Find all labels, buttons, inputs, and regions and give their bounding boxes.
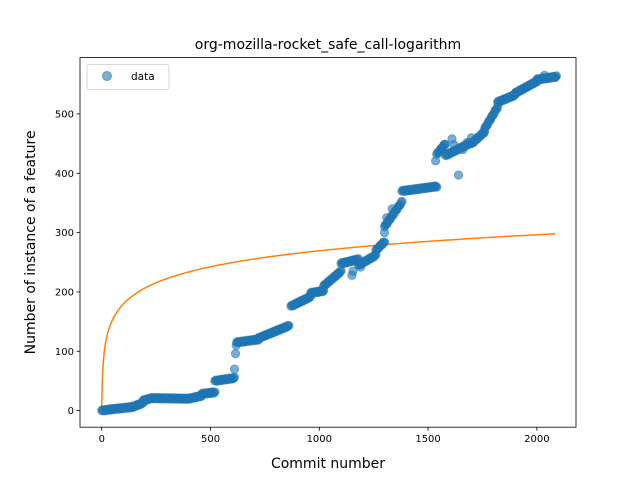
y-tick-label-1: 100	[55, 347, 74, 358]
data-point	[231, 340, 241, 350]
data-point	[458, 144, 468, 155]
data-point	[379, 237, 390, 247]
fit-curve-layer	[101, 233, 556, 411]
data-point	[550, 72, 560, 82]
y-axis-label: Number of instance of a feature	[23, 130, 39, 354]
y-axis: 0 100 200 300 400 500	[55, 109, 80, 417]
x-tick-label-0: 0	[99, 434, 105, 445]
data-point	[453, 170, 464, 180]
data-point	[356, 262, 366, 272]
data-point	[229, 372, 240, 382]
x-tick-label-1: 500	[201, 434, 220, 445]
data-point	[230, 349, 241, 359]
y-tick-label-4: 400	[55, 169, 74, 180]
data-point	[210, 387, 220, 397]
x-tick-label-2: 1000	[307, 434, 332, 445]
x-tick-label-4: 2000	[524, 434, 549, 445]
y-tick-label-0: 0	[68, 406, 74, 417]
chart-title: org-mozilla-rocket_safe_call-logarithm	[195, 37, 461, 53]
data-point	[348, 266, 358, 276]
data-point	[397, 196, 407, 206]
data-points-layer	[97, 70, 562, 416]
data-point	[382, 213, 392, 223]
data-point	[435, 146, 445, 156]
data-point	[466, 133, 477, 143]
data-point	[284, 321, 294, 331]
legend: data	[86, 64, 170, 90]
x-axis-label: Commit number	[271, 456, 385, 472]
y-tick-label-2: 200	[55, 287, 74, 298]
data-point	[432, 182, 442, 192]
legend-box	[86, 64, 170, 90]
fit-curve	[101, 233, 556, 411]
data-point	[431, 156, 441, 166]
plot-area	[80, 57, 576, 428]
x-tick-label-3: 1500	[415, 434, 440, 445]
plot-frame	[79, 57, 577, 428]
legend-marker-data	[102, 71, 112, 81]
data-point	[229, 364, 240, 374]
y-tick-label-3: 300	[55, 228, 74, 239]
data-point	[449, 140, 459, 150]
y-tick-label-5: 500	[55, 109, 74, 120]
x-axis: 0 500 1000 1500 2000	[99, 427, 550, 445]
data-point	[379, 228, 390, 238]
data-point	[387, 204, 397, 214]
legend-label-data: data	[131, 71, 155, 83]
